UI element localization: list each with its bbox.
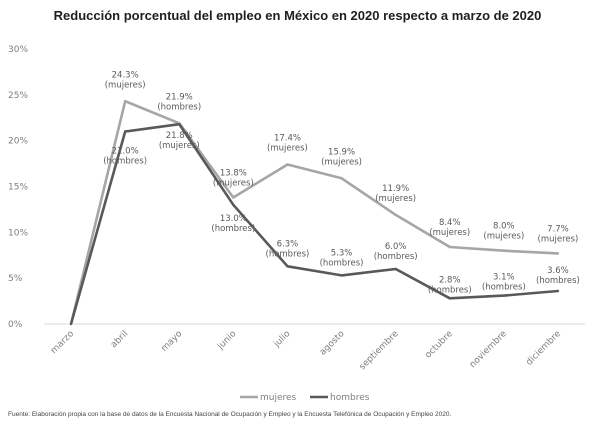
data-label-mujeres-series: (mujeres)	[105, 80, 146, 90]
y-tick-label: 5%	[8, 274, 23, 284]
data-label-hombres-series: (hombres)	[103, 157, 147, 167]
data-point-mujeres	[502, 249, 506, 252]
x-tick-label: noviembre	[468, 329, 509, 370]
data-point-mujeres	[232, 196, 235, 199]
data-point-mujeres	[123, 100, 127, 103]
data-label-mujeres: 11.9%	[382, 184, 409, 194]
series-line-mujeres	[69, 99, 559, 325]
legend-label-mujeres: mujeres	[260, 393, 297, 403]
data-point-hombres	[502, 294, 506, 297]
series-line-hombres	[69, 122, 559, 325]
data-label-hombres: 21.8%	[166, 131, 193, 141]
data-label-hombres: 21.0%	[112, 147, 139, 157]
data-label-hombres: 5.3%	[331, 248, 353, 258]
data-point-hombres	[448, 297, 451, 300]
data-label-mujeres: 8.4%	[439, 218, 461, 228]
data-label-mujeres-series: (hombres)	[157, 102, 201, 112]
source-note: Fuente: Elaboración propia con la base d…	[8, 411, 452, 418]
data-label-mujeres: 17.4%	[274, 134, 301, 144]
data-label-mujeres: 13.8%	[220, 169, 247, 179]
data-label-hombres: 13.0%	[220, 214, 247, 224]
data-label-mujeres-series: (mujeres)	[321, 157, 362, 167]
data-point-hombres	[286, 265, 289, 268]
data-label-hombres-series: (hombres)	[266, 249, 310, 259]
data-label-mujeres: 8.0%	[493, 222, 515, 232]
legend-label-hombres: hombres	[330, 393, 370, 403]
data-label-hombres-series: (hombres)	[428, 285, 472, 295]
data-point-hombres	[556, 289, 560, 293]
x-tick-label: octubre	[423, 329, 455, 361]
y-tick-label: 15%	[8, 183, 28, 193]
line-chart: 0% 5% 10% 15% 20% 25% 30% marzo abril mayo junio ju…	[8, 45, 585, 403]
data-label-hombres: 3.1%	[493, 273, 515, 283]
data-point-hombres	[123, 130, 127, 133]
data-point-mujeres	[340, 177, 343, 180]
x-tick-label: mayo	[160, 329, 185, 354]
data-point-hombres	[394, 267, 397, 271]
data-label-mujeres: 21.9%	[166, 92, 193, 102]
x-tick-label: septiembre	[358, 329, 401, 372]
data-label-hombres-series: (hombres)	[211, 224, 255, 234]
y-tick-label: 30%	[8, 45, 28, 55]
y-tick-label: 10%	[8, 228, 28, 238]
data-label-hombres: 3.6%	[547, 266, 569, 276]
data-point-mujeres	[394, 213, 397, 217]
data-label-mujeres-series: (mujeres)	[483, 232, 524, 242]
data-label-mujeres-series: (mujeres)	[267, 144, 308, 154]
data-point-hombres	[178, 122, 181, 126]
y-tick-label: 20%	[8, 137, 28, 147]
data-label-mujeres-series: (mujeres)	[429, 228, 470, 238]
x-tick-label: junio	[215, 329, 239, 353]
y-tick-label: 25%	[8, 91, 28, 101]
data-point-hombres	[69, 322, 73, 326]
data-label-hombres-series: (hombres)	[374, 252, 418, 262]
data-label-hombres-series: (hombres)	[482, 283, 526, 293]
data-label-mujeres: 15.9%	[328, 147, 355, 157]
data-label-hombres: 6.0%	[385, 242, 407, 252]
data-label-mujeres-series: (mujeres)	[213, 179, 254, 189]
data-label-mujeres-series: (mujeres)	[538, 234, 579, 244]
data-label-hombres-series: (hombres)	[320, 258, 364, 268]
data-label-mujeres-series: (mujeres)	[375, 194, 416, 204]
y-tick-label: 0%	[8, 320, 23, 330]
x-tick-label: agosto	[318, 329, 347, 358]
data-label-hombres: 2.8%	[439, 275, 461, 285]
x-tick-label: julio	[272, 329, 293, 350]
data-point-hombres	[232, 203, 235, 207]
data-point-hombres	[340, 274, 343, 277]
data-point-mujeres	[448, 245, 451, 249]
data-point-mujeres	[556, 252, 560, 255]
x-tick-label: marzo	[49, 329, 76, 356]
data-point-mujeres	[286, 163, 289, 166]
data-label-hombres-series: (hombres)	[536, 276, 580, 286]
data-label-mujeres: 24.3%	[112, 70, 139, 80]
chart-title: Reducción porcentual del empleo en Méxic…	[53, 8, 542, 23]
x-tick-label: diciembre	[524, 329, 563, 368]
x-tick-label: abril	[109, 329, 130, 350]
data-label-mujeres: 7.7%	[547, 224, 569, 234]
data-label-hombres: 6.3%	[277, 239, 299, 249]
data-label-hombres-series: (mujeres)	[159, 141, 200, 151]
